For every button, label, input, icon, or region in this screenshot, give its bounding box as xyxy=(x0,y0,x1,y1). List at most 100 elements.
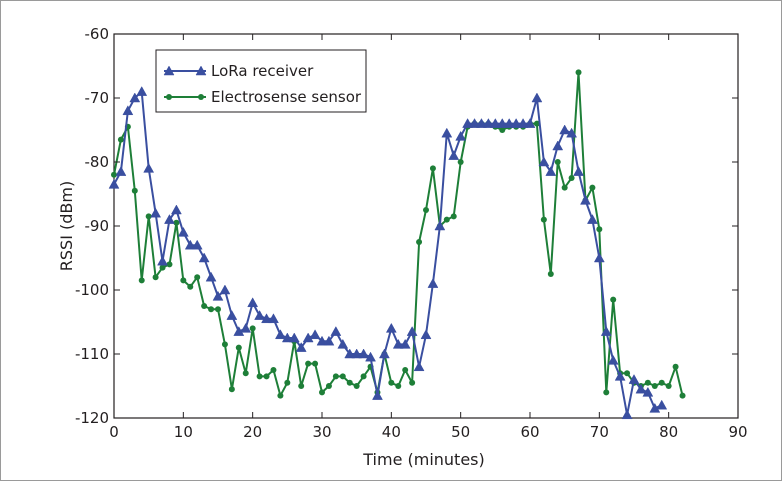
data-point xyxy=(208,306,215,313)
data-point xyxy=(642,386,654,397)
data-point xyxy=(295,342,307,352)
data-point xyxy=(187,283,194,290)
data-point xyxy=(180,277,187,284)
data-point xyxy=(277,392,284,399)
data-point xyxy=(469,118,480,128)
data-point xyxy=(353,383,360,389)
data-point xyxy=(270,367,277,373)
data-point xyxy=(378,348,390,359)
data-point xyxy=(247,297,259,308)
data-point xyxy=(392,338,404,349)
data-point xyxy=(254,310,266,320)
data-point xyxy=(298,383,305,389)
data-point xyxy=(416,239,423,245)
data-point xyxy=(365,351,376,362)
data-point xyxy=(150,207,162,218)
data-point xyxy=(547,271,554,277)
data-point xyxy=(184,239,196,250)
data-point xyxy=(388,379,395,386)
data-point xyxy=(434,220,446,231)
data-point xyxy=(561,184,568,191)
data-point xyxy=(173,219,180,226)
data-point xyxy=(503,118,515,128)
data-point xyxy=(450,213,457,220)
data-point xyxy=(111,171,117,178)
y-tick-label: -60 xyxy=(85,25,110,43)
data-point xyxy=(323,335,335,346)
x-axis-label: Time (minutes) xyxy=(362,450,485,469)
data-point xyxy=(226,310,238,320)
data-point xyxy=(145,213,152,220)
data-point xyxy=(603,389,610,396)
data-point xyxy=(402,367,409,373)
data-point xyxy=(339,373,346,380)
data-point xyxy=(288,332,300,343)
data-point xyxy=(665,383,672,389)
data-point xyxy=(205,271,217,282)
data-point xyxy=(346,379,353,386)
data-point xyxy=(651,383,658,389)
legend-label: Electrosense sensor xyxy=(211,88,362,106)
data-point xyxy=(552,140,564,151)
data-point xyxy=(215,306,221,313)
ticks-layer: 0 10 20 30 40 50 60 70 80 90 -60 -70 -80 -90 -100 -110 -… xyxy=(75,25,748,441)
data-point xyxy=(482,118,494,128)
data-point xyxy=(540,216,547,223)
legend-marker xyxy=(163,65,175,76)
series-electrosense-sensor xyxy=(111,69,686,399)
series-layer xyxy=(108,69,686,420)
data-point xyxy=(420,329,432,340)
data-point xyxy=(455,130,467,141)
data-point xyxy=(499,127,506,133)
data-point xyxy=(658,379,665,386)
x-tick-label: 30 xyxy=(312,423,331,441)
data-point xyxy=(235,344,242,351)
data-point xyxy=(624,370,631,377)
data-point xyxy=(586,214,598,224)
data-point xyxy=(191,239,203,250)
legend-label: LoRa receiver xyxy=(211,62,314,80)
data-point xyxy=(330,326,342,336)
data-point xyxy=(644,379,651,386)
data-point xyxy=(573,166,584,176)
x-tick-label: 40 xyxy=(382,423,401,441)
data-point xyxy=(395,383,402,389)
data-point xyxy=(429,165,436,172)
y-tick-label: -80 xyxy=(85,153,110,171)
data-point xyxy=(305,360,312,367)
data-point xyxy=(194,274,201,281)
data-point xyxy=(385,322,397,333)
data-point xyxy=(249,325,256,332)
data-point xyxy=(360,373,367,380)
data-point xyxy=(607,354,619,365)
data-point xyxy=(261,313,272,324)
data-point xyxy=(614,370,626,381)
data-point xyxy=(457,159,464,165)
data-point xyxy=(281,332,293,343)
data-point xyxy=(406,326,418,336)
x-tick-label: 20 xyxy=(243,423,262,441)
legend: LoRa receiver Electrosense sensor xyxy=(155,49,367,113)
data-point xyxy=(351,348,363,359)
data-point xyxy=(545,166,557,176)
data-point xyxy=(312,360,319,367)
data-point xyxy=(198,252,210,263)
data-point xyxy=(212,290,224,301)
data-point xyxy=(256,373,263,380)
data-point xyxy=(628,374,640,384)
data-point xyxy=(164,214,175,224)
data-point xyxy=(219,284,231,295)
data-point xyxy=(284,379,291,386)
y-tick-label: -100 xyxy=(75,281,109,299)
data-point xyxy=(679,392,686,399)
data-point xyxy=(309,329,321,340)
data-point xyxy=(423,207,429,213)
data-point xyxy=(524,118,536,128)
legend-box xyxy=(155,49,367,113)
data-point xyxy=(489,118,501,128)
data-point xyxy=(589,184,596,191)
x-tick-label: 90 xyxy=(728,423,747,441)
data-point xyxy=(399,338,411,349)
data-point xyxy=(166,261,173,268)
data-point xyxy=(143,162,155,173)
